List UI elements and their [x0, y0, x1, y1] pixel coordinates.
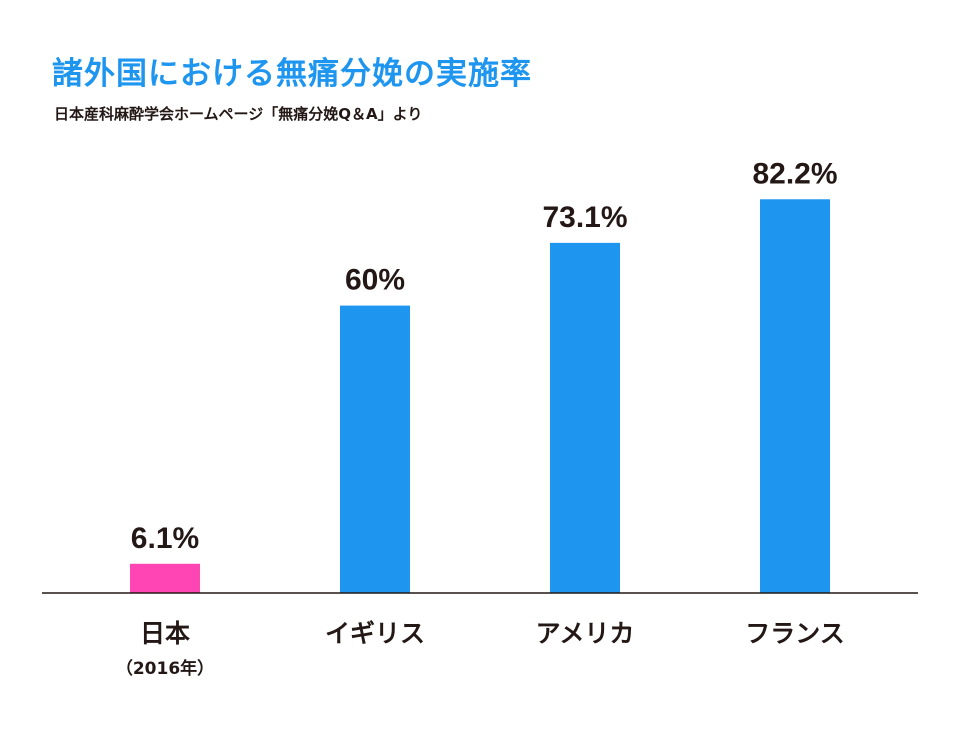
bar-4 [760, 199, 830, 593]
bars-layer [130, 199, 830, 593]
value-label-2: 60% [345, 264, 405, 297]
bar-3 [550, 242, 620, 593]
category-label-2: イギリス [325, 619, 425, 648]
value-label-4: 82.2% [752, 157, 837, 190]
category-note-1: （2016年） [116, 658, 214, 679]
category-label-1: 日本 [140, 619, 190, 648]
chart-title: 諸外国における無痛分娩の実施率 [52, 56, 532, 92]
chart-subtitle: 日本産科麻酔学会ホームページ「無痛分娩Q＆A」より [54, 105, 423, 123]
value-label-1: 6.1% [131, 522, 199, 555]
value-label-3: 73.1% [542, 201, 627, 234]
labels-layer: 6.1% 日本 （2016年） 60% イギリス 73.1% アメリカ 82.2% フランス [116, 157, 845, 679]
bar-2 [340, 305, 410, 593]
bar-1 [130, 563, 200, 593]
category-label-4: フランス [745, 619, 845, 648]
category-label-3: アメリカ [536, 619, 635, 648]
